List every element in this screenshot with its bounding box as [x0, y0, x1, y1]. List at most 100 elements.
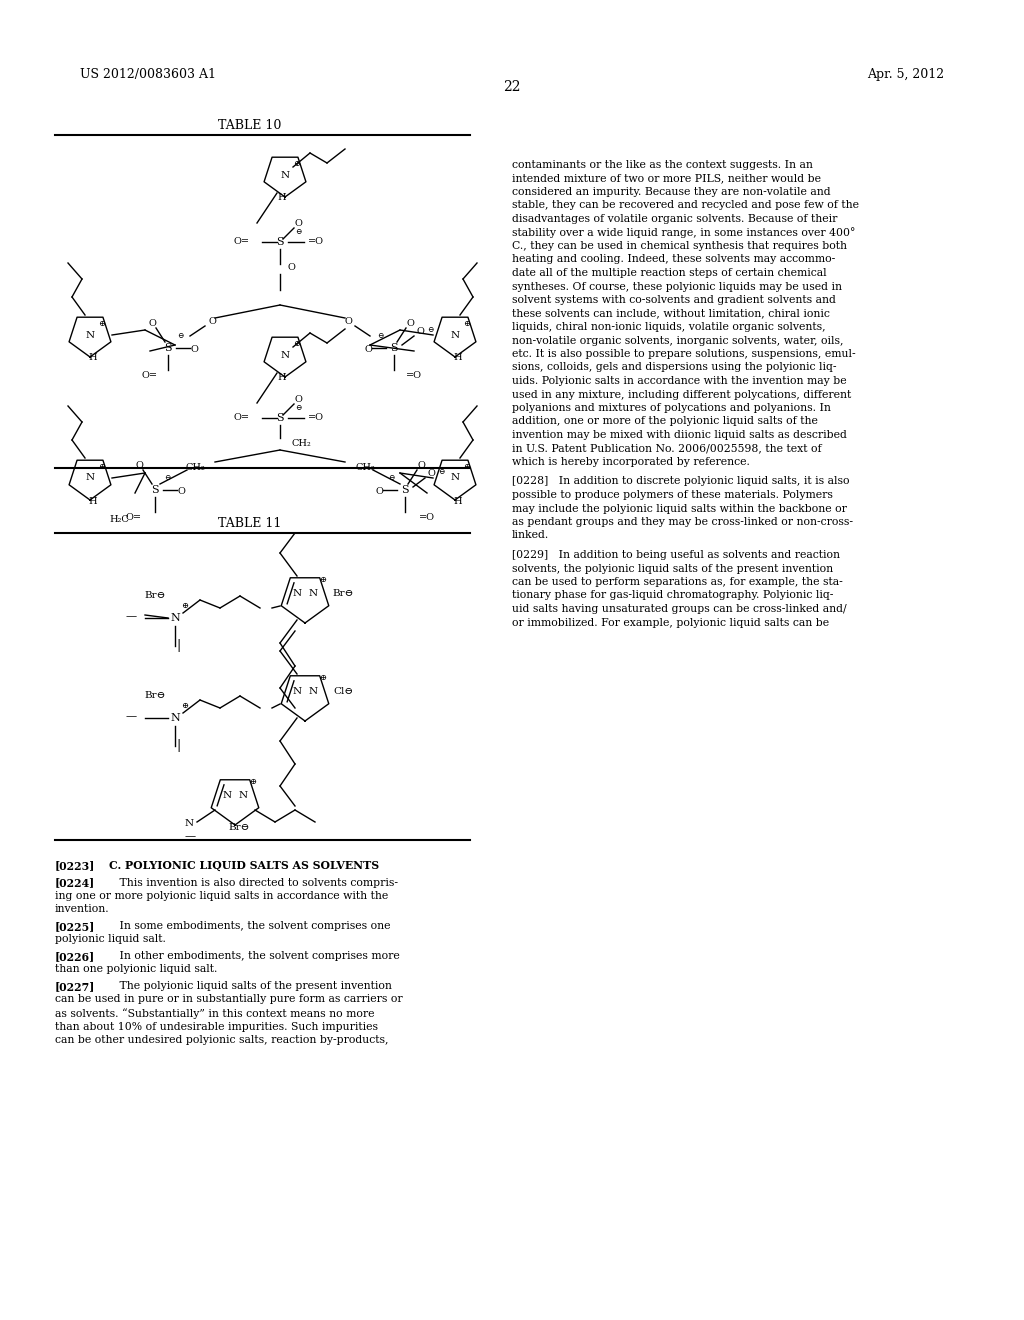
Text: N: N [308, 686, 317, 696]
Text: polyanions and mixtures of polycations and polyanions. In: polyanions and mixtures of polycations a… [512, 403, 830, 413]
Text: O: O [294, 396, 302, 404]
Text: O=: O= [234, 238, 250, 247]
Text: as solvents. “Substantially” in this context means no more: as solvents. “Substantially” in this con… [55, 1008, 375, 1019]
Text: H: H [454, 496, 462, 506]
Text: can be used to perform separations as, for example, the sta-: can be used to perform separations as, f… [512, 577, 843, 587]
Text: N: N [293, 589, 301, 598]
Text: ⊕: ⊕ [181, 702, 188, 710]
Text: O: O [416, 327, 424, 337]
Text: This invention is also directed to solvents compris-: This invention is also directed to solve… [109, 878, 398, 887]
Text: N: N [451, 330, 460, 339]
Text: H: H [89, 354, 97, 363]
Text: =O: =O [419, 513, 435, 523]
Text: these solvents can include, without limitation, chiral ionic: these solvents can include, without limi… [512, 309, 829, 318]
Text: O: O [417, 462, 425, 470]
Text: =O: =O [406, 371, 422, 380]
Text: Br⊖: Br⊖ [144, 692, 166, 701]
Text: ⊖: ⊖ [388, 474, 394, 482]
Text: [0227]: [0227] [55, 981, 95, 993]
Text: O: O [427, 470, 435, 479]
Text: —: — [126, 611, 137, 620]
Text: CH₂: CH₂ [292, 438, 311, 447]
Text: ⊖: ⊖ [438, 469, 444, 477]
Text: H: H [89, 496, 97, 506]
Text: ⊖: ⊖ [377, 333, 383, 341]
Text: ⊕: ⊕ [464, 463, 470, 471]
Text: O: O [190, 346, 198, 355]
Text: [0225]: [0225] [55, 921, 95, 932]
Text: ⊕: ⊕ [98, 463, 105, 471]
Text: TABLE 11: TABLE 11 [218, 517, 282, 531]
Text: O: O [177, 487, 185, 496]
Text: O: O [365, 346, 372, 355]
Text: [0229]   In addition to being useful as solvents and reaction: [0229] In addition to being useful as so… [512, 550, 840, 560]
Text: [0223]: [0223] [55, 861, 95, 871]
Text: TABLE 10: TABLE 10 [218, 119, 282, 132]
Text: which is hereby incorporated by reference.: which is hereby incorporated by referenc… [512, 457, 750, 467]
Text: ⊖: ⊖ [295, 228, 301, 236]
Text: heating and cooling. Indeed, these solvents may accommo-: heating and cooling. Indeed, these solve… [512, 255, 836, 264]
Text: ⊕: ⊕ [294, 160, 300, 168]
Text: tionary phase for gas-liquid chromatography. Polyionic liq-: tionary phase for gas-liquid chromatogra… [512, 590, 834, 601]
Text: S: S [276, 413, 284, 422]
Text: Br⊖: Br⊖ [228, 824, 250, 833]
Text: US 2012/0083603 A1: US 2012/0083603 A1 [80, 69, 216, 81]
Text: invention may be mixed with diionic liquid salts as described: invention may be mixed with diionic liqu… [512, 430, 847, 440]
Text: polyionic liquid salt.: polyionic liquid salt. [55, 935, 166, 945]
Text: =O: =O [308, 238, 324, 247]
Text: O: O [148, 319, 156, 329]
Text: In other embodiments, the solvent comprises more: In other embodiments, the solvent compri… [109, 950, 399, 961]
Text: may include the polyionic liquid salts within the backbone or: may include the polyionic liquid salts w… [512, 503, 847, 513]
Text: considered an impurity. Because they are non-volatile and: considered an impurity. Because they are… [512, 187, 830, 197]
Text: contaminants or the like as the context suggests. In an: contaminants or the like as the context … [512, 160, 813, 170]
Text: can be other undesired polyionic salts, reaction by-products,: can be other undesired polyionic salts, … [55, 1035, 388, 1045]
Text: H: H [278, 193, 287, 202]
Text: used in any mixture, including different polycations, different: used in any mixture, including different… [512, 389, 851, 400]
Text: —: — [184, 832, 196, 841]
Text: ⊕: ⊕ [319, 675, 327, 682]
Text: Br⊖: Br⊖ [144, 591, 166, 601]
Text: syntheses. Of course, these polyionic liquids may be used in: syntheses. Of course, these polyionic li… [512, 281, 842, 292]
Text: N: N [239, 791, 248, 800]
Text: than one polyionic liquid salt.: than one polyionic liquid salt. [55, 965, 217, 974]
Text: C., they can be used in chemical synthesis that requires both: C., they can be used in chemical synthes… [512, 242, 847, 251]
Text: |: | [176, 739, 180, 752]
Text: linked.: linked. [512, 531, 549, 540]
Text: ⊕: ⊕ [250, 777, 256, 785]
Text: as pendant groups and they may be cross-linked or non-cross-: as pendant groups and they may be cross-… [512, 517, 853, 527]
Text: CH₂: CH₂ [185, 462, 205, 471]
Text: O=: O= [234, 413, 250, 422]
Text: H: H [278, 372, 287, 381]
Text: ⊖: ⊖ [164, 474, 170, 482]
Text: S: S [152, 484, 159, 495]
Text: O: O [208, 317, 216, 326]
Text: non-volatile organic solvents, inorganic solvents, water, oils,: non-volatile organic solvents, inorganic… [512, 335, 844, 346]
Text: S: S [390, 343, 397, 352]
Text: disadvantages of volatile organic solvents. Because of their: disadvantages of volatile organic solven… [512, 214, 838, 224]
Text: uids. Polyionic salts in accordance with the invention may be: uids. Polyionic salts in accordance with… [512, 376, 847, 385]
Text: stability over a wide liquid range, in some instances over 400°: stability over a wide liquid range, in s… [512, 227, 855, 239]
Text: Cl⊖: Cl⊖ [333, 686, 353, 696]
Text: O: O [375, 487, 383, 496]
Text: stable, they can be recovered and recycled and pose few of the: stable, they can be recovered and recycl… [512, 201, 859, 210]
Text: O=: O= [125, 513, 141, 523]
Text: invention.: invention. [55, 904, 110, 915]
Text: C. POLYIONIC LIQUID SALTS AS SOLVENTS: C. POLYIONIC LIQUID SALTS AS SOLVENTS [109, 861, 379, 871]
Text: S: S [401, 484, 409, 495]
Text: S: S [276, 238, 284, 247]
Text: date all of the multiple reaction steps of certain chemical: date all of the multiple reaction steps … [512, 268, 826, 279]
Text: Apr. 5, 2012: Apr. 5, 2012 [867, 69, 944, 81]
Text: N: N [451, 474, 460, 483]
Text: etc. It is also possible to prepare solutions, suspensions, emul-: etc. It is also possible to prepare solu… [512, 348, 856, 359]
Text: intended mixture of two or more PILS, neither would be: intended mixture of two or more PILS, ne… [512, 173, 821, 183]
Text: O: O [407, 319, 414, 329]
Text: ⊕: ⊕ [294, 341, 300, 348]
Text: ⊕: ⊕ [98, 319, 105, 327]
Text: N: N [281, 170, 290, 180]
Text: O: O [287, 264, 295, 272]
Text: ⊖: ⊖ [427, 326, 433, 334]
Text: ⊖: ⊖ [177, 333, 183, 341]
Text: 22: 22 [503, 81, 521, 94]
Text: |: | [176, 639, 180, 652]
Text: [0224]: [0224] [55, 878, 95, 888]
